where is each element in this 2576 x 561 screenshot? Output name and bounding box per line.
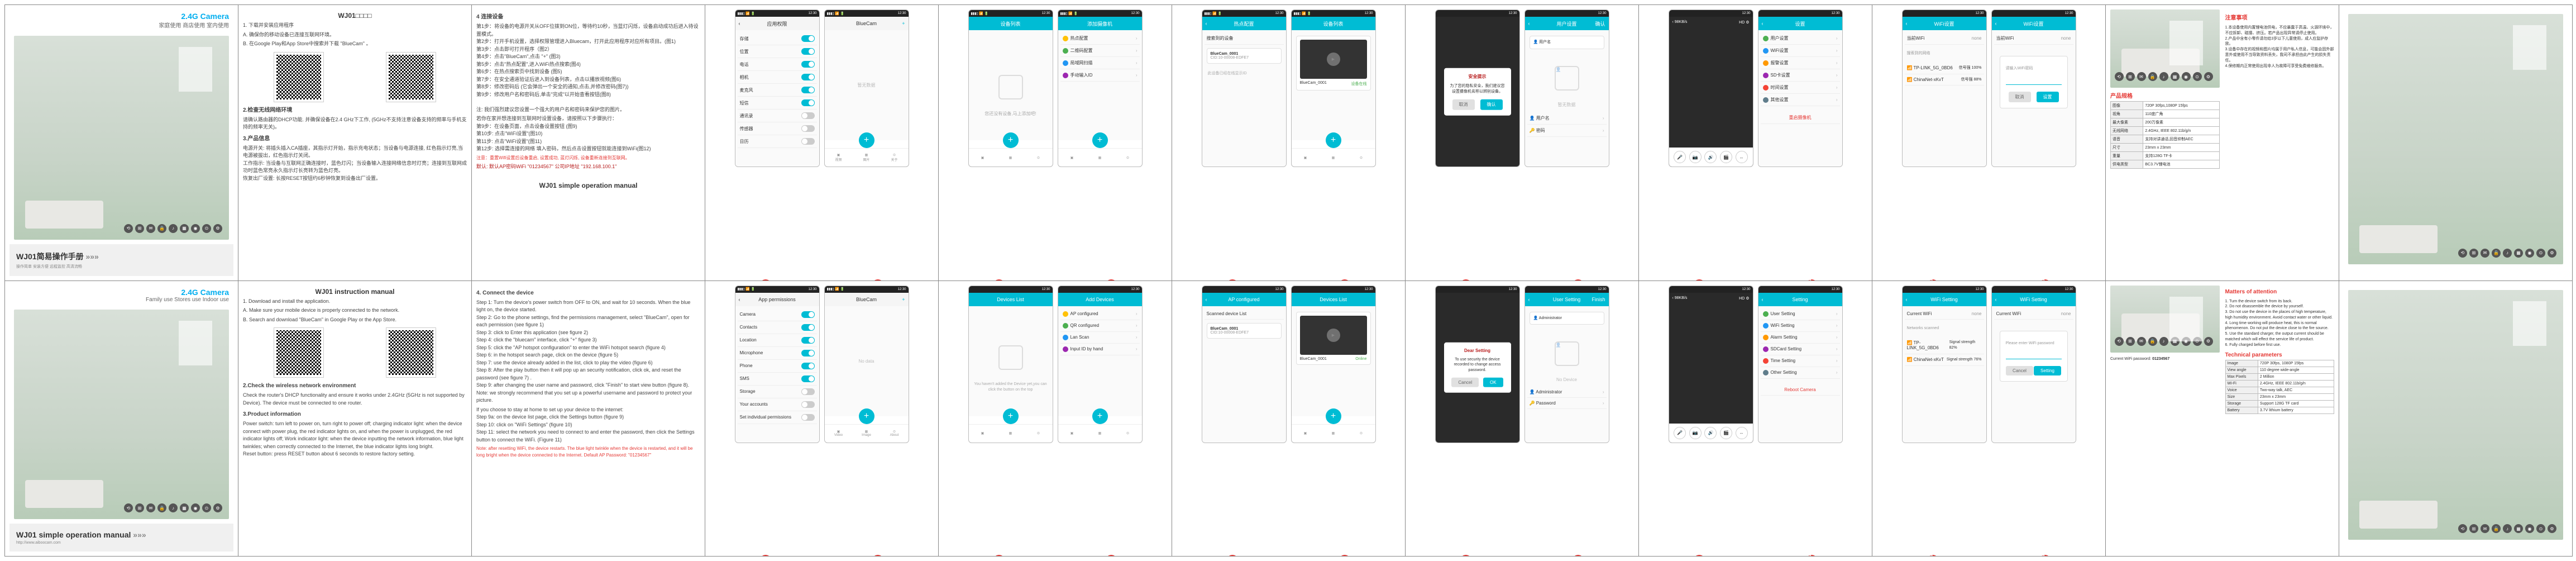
perm-row[interactable]: Location [738, 334, 817, 347]
fig3-4-cn: ▮▮▮▯ 📶 🔋12:30 设备列表 您还没有设备,马上添加吧! +▣▦⊙ ▮▮… [939, 5, 1172, 280]
brand: 2.4G Camera [181, 12, 229, 21]
model-title: WJ01□□□□ [243, 12, 467, 20]
fig7-8-en: 12:30 Dear SettingTo use security the de… [1406, 281, 1638, 557]
fig11-12-en: 12:30 ‹WiFi Setting Current WiFinone Net… [1872, 281, 2105, 557]
add-option[interactable]: QR configured› [1060, 320, 1140, 332]
back-cn: ⟲⊞✉🔒♪▦◉⊙⚙ [2339, 5, 2572, 280]
download-cn: WJ01□□□□ 1. 下载并安装应用程序A. 确保你的移动设备已连接互联网环境… [238, 5, 471, 280]
add-option[interactable]: AP configured› [1060, 308, 1140, 320]
spec-en: ⟲⊞✉🔒♪▦◉⊙⚙ Current WiFi password: 0123456… [2106, 281, 2339, 557]
setting-row[interactable]: SD卡设置› [1761, 69, 1840, 82]
add-option[interactable]: 手动输入ID› [1060, 69, 1140, 82]
add-option[interactable]: 局域网扫描› [1060, 57, 1140, 69]
setting-row[interactable]: SDCard Setting› [1761, 344, 1840, 355]
steps-en: 4. Connect the device Step 1: Turn the d… [472, 281, 705, 557]
perm-row[interactable]: Contacts [738, 321, 817, 334]
add-option[interactable]: Input ID by hand› [1060, 344, 1140, 355]
fig11-12-cn: 12:30 ‹WiFi设置 当前WiFinone 搜索到的网络 📶 TP-LIN… [1872, 5, 2105, 280]
fig3-4-en: 12:30 Devices List You haven't added the… [939, 281, 1172, 557]
fig-label: 图1 [760, 279, 771, 280]
perm-row[interactable]: 存储 [738, 32, 817, 45]
add-option[interactable]: 热点配置› [1060, 32, 1140, 45]
fig1-2-cn: ▮▮▮▯ 📶 🔋12:30 ‹应用权限 存储位置电话相机麦克风短信通讯录传感器日… [705, 5, 938, 280]
phone-permissions: ▮▮▮▯ 📶 🔋12:30 ‹应用权限 存储位置电话相机麦克风短信通讯录传感器日… [735, 9, 820, 167]
cover-cn: 2.4G Camera 家庭使用 商店使用 室内使用 ⟲⊞✉🔒♪▦◉⊙⚙ WJ01… [5, 5, 238, 280]
fig5-6-en: 12:30 ‹AP configured Scanned device List… [1172, 281, 1405, 557]
perm-row[interactable]: Phone [738, 360, 817, 373]
back-en: ⟲⊞✉🔒♪▦◉⊙⚙ [2339, 281, 2572, 557]
fig1-2-en: ▮▮▮▯ 📶 🔋12:30 ‹App permissions CameraCon… [705, 281, 938, 557]
hero-image: ⟲⊞✉🔒♪▦◉⊙⚙ [14, 36, 229, 240]
perm-row[interactable]: 短信 [738, 97, 817, 110]
setting-row[interactable]: 时间设置› [1761, 82, 1840, 94]
setting-row[interactable]: Other Setting› [1761, 367, 1840, 379]
setting-row[interactable]: WiFi设置› [1761, 45, 1840, 57]
qr-android [274, 53, 323, 102]
mid-title: WJ01 simple operation manual [476, 182, 700, 189]
spec-cn: ⟲⊞✉🔒♪▦◉⊙⚙ 产品规格 图像720P 30fps,1080P 15fps视… [2106, 5, 2339, 280]
perm-row[interactable]: Your accounts [738, 398, 817, 411]
title-bar: WJ01简易操作手册 »»»操作简单 安装方便 远程监控 高清流畅 [9, 244, 233, 276]
live-view[interactable]: ‹ 98KB/sHD ⚙ 🎤📷🔊🎬↔ [1669, 17, 1753, 167]
subtitle-cn: 家庭使用 商店使用 室内使用 [159, 23, 229, 29]
steps-cn: 4 连接设备 第1步：将设备的电源开关从OFF位拨到ON位，等待约10秒，当蓝灯… [472, 5, 705, 280]
perm-row[interactable]: 日历 [738, 135, 817, 148]
spec-table: 图像720P 30fps,1080P 15fps视角110度广角最大像素200万… [2110, 101, 2220, 169]
setting-row[interactable]: WiFi Setting› [1761, 320, 1840, 332]
fig7-8-cn: 12:30 安全提示为了您的隐私安全，我们建议您设置摄像机名称以辨别设备。 取消… [1406, 5, 1638, 280]
setting-row[interactable]: Alarm Setting› [1761, 332, 1840, 344]
perm-row[interactable]: Set individual permissions [738, 411, 817, 424]
perm-row[interactable]: 电话 [738, 58, 817, 71]
add-option[interactable]: 二维码配置› [1060, 45, 1140, 57]
add-option[interactable]: Lan Scan› [1060, 332, 1140, 344]
perm-row[interactable]: SMS [738, 373, 817, 386]
qr-ios [386, 53, 436, 102]
phone-home: ▮▮▮▯ 📶 🔋12:30 BlueCam+ 暂无数据 + ▣视频▦图片⊙关于 [824, 9, 909, 167]
perm-row[interactable]: Storage [738, 386, 817, 398]
manual-spread: 2.4G Camera 家庭使用 商店使用 室内使用 ⟲⊞✉🔒♪▦◉⊙⚙ WJ01… [4, 4, 2573, 557]
perm-row[interactable]: 相机 [738, 71, 817, 84]
perm-row[interactable]: Microphone [738, 347, 817, 360]
fig9-10-en: 12:30 ‹ 98KB/sHD ⚙ 🎤📷🔊🎬↔ 12:30 ‹Setting … [1639, 281, 1872, 557]
fab-add[interactable]: + [859, 132, 874, 148]
fig5-6-cn: ▮▮▮▯ 📶 🔋12:30 ‹热点配置 搜索到的设备 BlueCam_0001C… [1172, 5, 1405, 280]
setting-row[interactable]: 其他设置› [1761, 94, 1840, 106]
setting-row[interactable]: 用户设置› [1761, 32, 1840, 45]
perm-row[interactable]: 通讯录 [738, 110, 817, 122]
setting-row[interactable]: 报警设置› [1761, 57, 1840, 69]
fig9-10-cn: 12:30 ‹ 98KB/sHD ⚙ 🎤📷🔊🎬↔ 12:30 ‹设置 用户设置›… [1639, 5, 1872, 280]
perm-row[interactable]: 麦克风 [738, 84, 817, 97]
download-en: WJ01 instruction manual 1. Download and … [238, 281, 471, 557]
perm-row[interactable]: 传感器 [738, 122, 817, 135]
perm-row[interactable]: Camera [738, 308, 817, 321]
device-card[interactable]: BlueCam_0001CID:10-00008-EDFE7 [1207, 48, 1282, 64]
perm-row[interactable]: 位置 [738, 45, 817, 58]
setting-row[interactable]: User Setting› [1761, 308, 1840, 320]
setting-row[interactable]: Time Setting› [1761, 355, 1840, 367]
cover-en: 2.4G CameraFamily use Stores use Indoor … [5, 281, 238, 557]
